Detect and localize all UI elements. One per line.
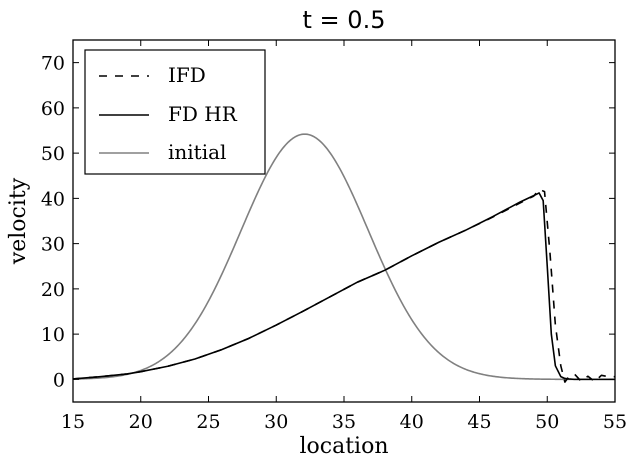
legend-label-ifd: IFD — [168, 63, 206, 87]
x-tick-label: 55 — [603, 411, 627, 433]
y-tick-label: 50 — [41, 143, 65, 165]
x-tick-label: 45 — [467, 411, 491, 433]
y-tick-label: 60 — [41, 98, 65, 120]
x-tick-label: 20 — [129, 411, 153, 433]
y-tick-label: 10 — [41, 324, 65, 346]
series-line-ifd — [72, 188, 615, 383]
y-axis-label: velocity — [6, 177, 31, 265]
x-axis-label: location — [299, 434, 388, 459]
legend-label-initial: initial — [168, 140, 226, 164]
x-tick-label: 35 — [332, 411, 356, 433]
legend: IFD FD HR initial — [84, 49, 266, 175]
y-tick-label: 40 — [41, 188, 65, 210]
y-tick-label: 30 — [41, 234, 65, 256]
y-tick-label: 20 — [41, 279, 65, 301]
y-tick-label: 70 — [41, 53, 65, 75]
legend-label-fd-hr: FD HR — [168, 102, 238, 126]
x-tick-label: 15 — [61, 411, 85, 433]
x-tick-label: 30 — [264, 411, 288, 433]
x-tick-label: 25 — [196, 411, 220, 433]
series-line-initial — [72, 133, 615, 381]
x-tick-label: 50 — [535, 411, 559, 433]
chart-title: t = 0.5 — [303, 6, 386, 34]
tick-layer: 15 20 25 30 35 40 45 50 55 0 10 20 30 40 50 60 70 — [41, 40, 627, 433]
series-line-fd-hr — [72, 192, 615, 381]
series-layer — [72, 133, 615, 383]
x-tick-label: 40 — [400, 411, 424, 433]
y-tick-label: 0 — [53, 369, 65, 391]
legend-box — [84, 49, 266, 175]
